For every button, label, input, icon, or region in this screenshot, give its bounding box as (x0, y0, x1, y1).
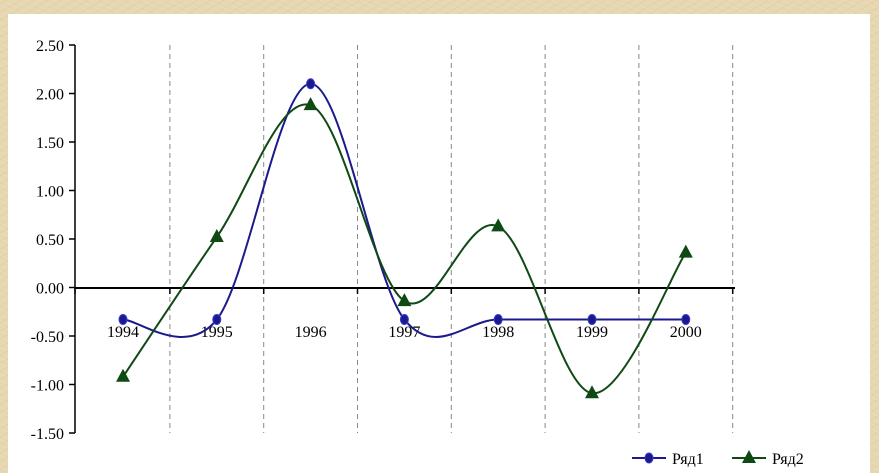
y-tick-label: 2.50 (36, 38, 64, 55)
y-tick-label: -0.50 (31, 329, 64, 346)
x-tick-label: 2000 (670, 324, 702, 341)
y-tick-label: 1.50 (36, 135, 64, 152)
y-axis: 2.50 2.00 1.50 1.00 0.50 0.00 -0.50 -1.00 -1.50 (31, 38, 76, 443)
data-point (118, 314, 128, 326)
data-point (491, 218, 506, 232)
legend-item: Ряд2 (732, 450, 804, 468)
data-point (397, 293, 412, 307)
data-point (399, 314, 409, 326)
legend-marker (742, 450, 756, 463)
series-1 (118, 78, 691, 338)
data-point (585, 385, 599, 399)
chart-panel (8, 14, 870, 473)
data-point (212, 314, 222, 326)
data-point (306, 78, 316, 90)
legend: Ряд1 Ряд2 (632, 450, 804, 468)
series-layer (116, 78, 693, 399)
y-tick-label: 1.00 (36, 184, 64, 201)
y-tick-label: -1.00 (31, 378, 64, 395)
data-point (303, 97, 318, 111)
data-point (116, 368, 130, 382)
series-line (122, 103, 687, 395)
legend-label: Ряд1 (672, 451, 704, 468)
y-tick-label: 0.00 (36, 281, 64, 298)
legend-label: Ряд2 (772, 451, 804, 468)
x-tick-label: 1999 (576, 324, 608, 341)
series-2 (116, 97, 693, 399)
vertical-gridlines (169, 45, 734, 433)
data-point (587, 314, 597, 326)
legend-marker (644, 452, 654, 464)
x-tick-label: 1996 (295, 324, 327, 341)
y-tick-label: -1.50 (31, 426, 64, 443)
x-tick-label: 1994 (107, 324, 139, 341)
data-point (493, 314, 503, 326)
legend-item: Ряд1 (632, 451, 704, 468)
x-tick-label: 1997 (388, 324, 420, 341)
y-tick-label: 0.50 (36, 232, 64, 249)
y-tick-label: 2.00 (36, 87, 64, 104)
data-point (209, 229, 224, 243)
data-point (681, 314, 691, 326)
x-tick-label: 1998 (482, 324, 514, 341)
x-tick-label: 1995 (201, 324, 233, 341)
data-point (678, 244, 693, 258)
